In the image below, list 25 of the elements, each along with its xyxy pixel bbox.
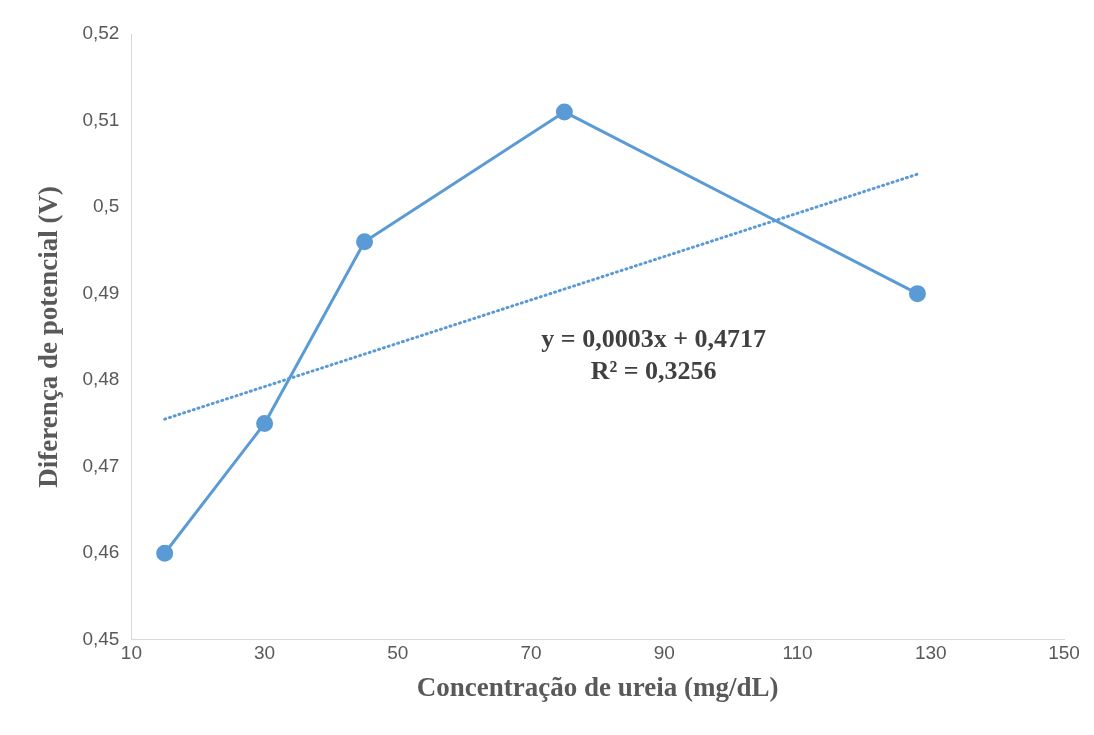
point	[256, 414, 274, 432]
x-tick-label: 70	[520, 642, 542, 664]
y-tick-label: 0,45	[82, 628, 120, 650]
y-tick-label: 0,51	[82, 108, 120, 130]
x-tick-label: 130	[914, 642, 947, 664]
x-tick-label: 50	[387, 642, 409, 664]
y-tick-label: 0,49	[82, 281, 120, 303]
x-tick-label: 30	[254, 642, 276, 664]
y-tick-label: 0,5	[92, 195, 120, 217]
point	[156, 544, 174, 562]
point	[356, 233, 374, 251]
point	[555, 103, 573, 121]
x-axis-title: Concentração de ureia (mg/dL)	[416, 671, 779, 702]
annotation: R² = 0,3256	[590, 355, 717, 385]
y-tick-label: 0,47	[82, 454, 120, 476]
y-axis-title: Diferença de potencial (V)	[33, 186, 64, 488]
y-tick-label: 0,52	[82, 22, 120, 44]
y-tick-label: 0,48	[82, 368, 120, 390]
x-tick-label: 110	[782, 642, 813, 664]
x-tick-label: 10	[120, 642, 142, 664]
x-tick-label: 150	[1048, 642, 1080, 664]
point	[908, 285, 926, 303]
y-tick-label: 0,46	[82, 541, 120, 563]
x-tick-label: 90	[653, 642, 675, 664]
annotation: y = 0,0003x + 0,4717	[541, 323, 766, 353]
